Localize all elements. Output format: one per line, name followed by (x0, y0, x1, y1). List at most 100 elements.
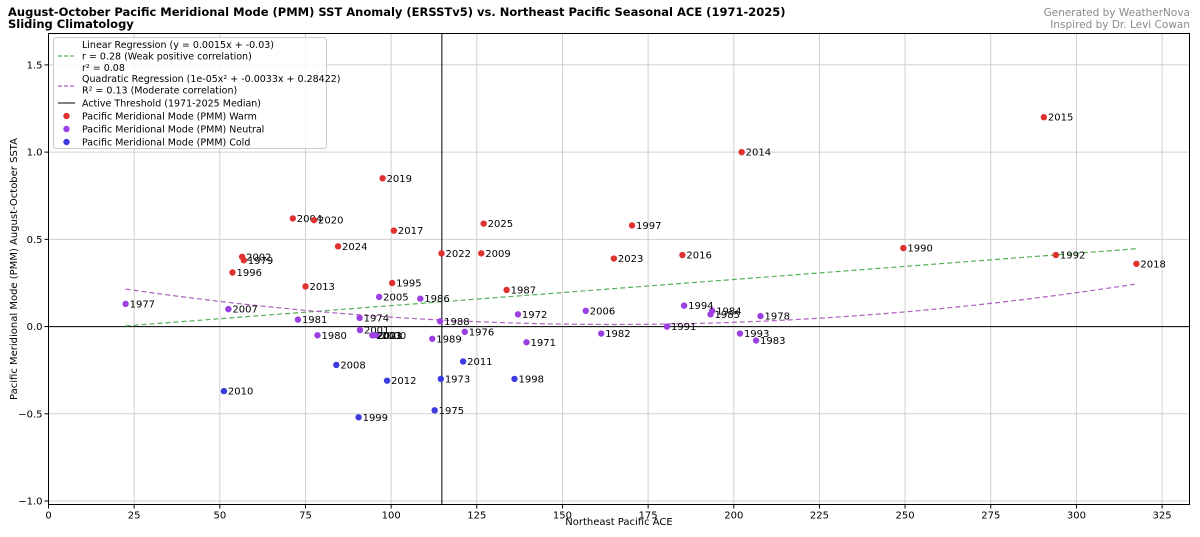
data-label-1971: 1971 (530, 338, 555, 349)
data-point-1997 (628, 222, 636, 229)
data-point-2018 (1133, 260, 1140, 267)
data-label-2005: 2005 (383, 292, 408, 303)
data-point-1998 (511, 375, 518, 383)
x-tick-label: 250 (896, 511, 915, 522)
x-tick-label: 125 (467, 511, 486, 522)
credit-line2: Inspired by Dr. Levi Cowan (1050, 18, 1190, 31)
data-label-1984: 1984 (716, 306, 741, 317)
data-point-1973 (437, 375, 445, 383)
data-label-2003: 2003 (376, 331, 401, 342)
x-tick-label: 25 (128, 511, 141, 522)
data-label-2006: 2006 (590, 306, 615, 317)
x-tick-label: 300 (1067, 511, 1086, 522)
reference-lines (48, 33, 1190, 505)
data-points: 1971 1972 1973 1974 1975 1976 1977 1978 1979 1980… (122, 113, 1166, 424)
x-tick-label: 225 (810, 511, 829, 522)
y-tick-label: 1.5 (27, 60, 43, 71)
x-tick-label: 275 (981, 511, 1000, 522)
data-point-2022 (438, 250, 445, 257)
data-point-1978 (757, 312, 764, 320)
y-tick-label: 1.0 (27, 148, 43, 159)
data-label-2024: 2024 (342, 242, 367, 253)
data-label-1990: 1990 (907, 244, 932, 255)
data-label-2020: 2020 (318, 216, 343, 227)
x-tick-label: 0 (45, 511, 51, 522)
data-point-1982 (597, 330, 605, 337)
data-point-2024 (334, 243, 342, 250)
data-point-1977 (122, 300, 129, 308)
data-label-1995: 1995 (396, 278, 421, 289)
data-label-2012: 2012 (391, 376, 416, 387)
data-label-1976: 1976 (469, 327, 494, 338)
data-label-1997: 1997 (636, 221, 661, 232)
plot-frame (48, 33, 1190, 505)
legend-threshold-label: Active Threshold (1971-2025 Median) (82, 99, 261, 110)
credit-text: Generated by WeatherNova Inspired by Dr.… (1044, 7, 1190, 31)
chart-title-line1: August-October Pacific Meridional Mode (… (8, 5, 786, 19)
legend-cold-marker (63, 138, 70, 146)
x-tick-label: 100 (382, 511, 401, 522)
data-point-1971 (523, 339, 530, 346)
data-point-2020 (310, 216, 318, 224)
data-point-2023 (610, 255, 618, 262)
data-point-1976 (461, 328, 469, 335)
regression-lines (125, 248, 1137, 327)
y-tick-label: −0.5 (18, 409, 42, 420)
data-label-1978: 1978 (765, 312, 790, 323)
data-point-2004 (289, 215, 297, 222)
x-tick-label: 75 (299, 511, 312, 522)
x-tick-label: 325 (1153, 511, 1172, 522)
data-point-1981 (294, 316, 302, 323)
legend: Linear Regression (y = 0.0015x + -0.03)r… (53, 37, 341, 149)
data-label-1973: 1973 (445, 374, 470, 385)
data-point-2021 (370, 332, 377, 339)
data-label-1979: 1979 (248, 256, 273, 267)
legend-quadratic-line1: Quadratic Regression (1e-05x² + -0.0033x… (82, 74, 341, 85)
data-point-2006 (582, 307, 589, 315)
y-tick-label: 0.5 (27, 235, 43, 246)
data-label-2017: 2017 (398, 226, 423, 237)
data-label-2016: 2016 (686, 251, 711, 262)
data-label-2000: 2000 (381, 331, 406, 342)
data-label-2007: 2007 (232, 305, 257, 316)
data-point-1994 (680, 302, 688, 309)
legend-linear-line2: r = 0.28 (Weak positive correlation) (82, 52, 252, 63)
data-point-1995 (388, 279, 396, 287)
x-axis-label: Northeast Pacific ACE (565, 517, 673, 528)
data-point-1988 (436, 318, 444, 325)
data-point-1975 (431, 407, 438, 414)
data-label-2014: 2014 (746, 148, 771, 159)
data-point-2005 (375, 293, 383, 301)
data-point-2013 (302, 283, 309, 290)
data-label-2021: 2021 (377, 331, 402, 342)
data-label-1991: 1991 (671, 322, 696, 333)
data-point-2016 (679, 251, 686, 259)
data-label-2025: 2025 (488, 219, 513, 230)
legend-neutral-marker (63, 125, 70, 133)
data-label-1994: 1994 (688, 301, 713, 312)
data-label-2015: 2015 (1048, 113, 1073, 124)
data-point-2008 (333, 361, 340, 369)
data-label-1993: 1993 (744, 329, 769, 340)
data-label-1996: 1996 (236, 268, 261, 279)
legend-linear-line3: r² = 0.08 (82, 63, 125, 74)
chart-title: August-October Pacific Meridional Mode (… (8, 6, 786, 30)
data-label-1992: 1992 (1060, 251, 1085, 262)
data-label-1982: 1982 (605, 329, 630, 340)
data-label-1972: 1972 (522, 310, 547, 321)
data-point-2001 (356, 326, 364, 334)
legend-neutral-label: Pacific Meridional Mode (PMM) Neutral (82, 125, 264, 136)
data-point-1972 (514, 311, 522, 318)
legend-cold-label: Pacific Meridional Mode (PMM) Cold (82, 138, 250, 149)
data-point-2011 (459, 358, 467, 365)
data-label-1988: 1988 (444, 317, 469, 328)
data-label-2010: 2010 (228, 387, 253, 398)
data-label-2002: 2002 (246, 252, 271, 263)
data-point-1974 (356, 314, 363, 322)
data-point-1992 (1052, 251, 1060, 259)
data-point-1987 (503, 286, 510, 294)
y-tick-label: −1.0 (18, 497, 42, 508)
x-tick-label: 50 (213, 511, 226, 522)
data-label-2001: 2001 (364, 326, 389, 337)
